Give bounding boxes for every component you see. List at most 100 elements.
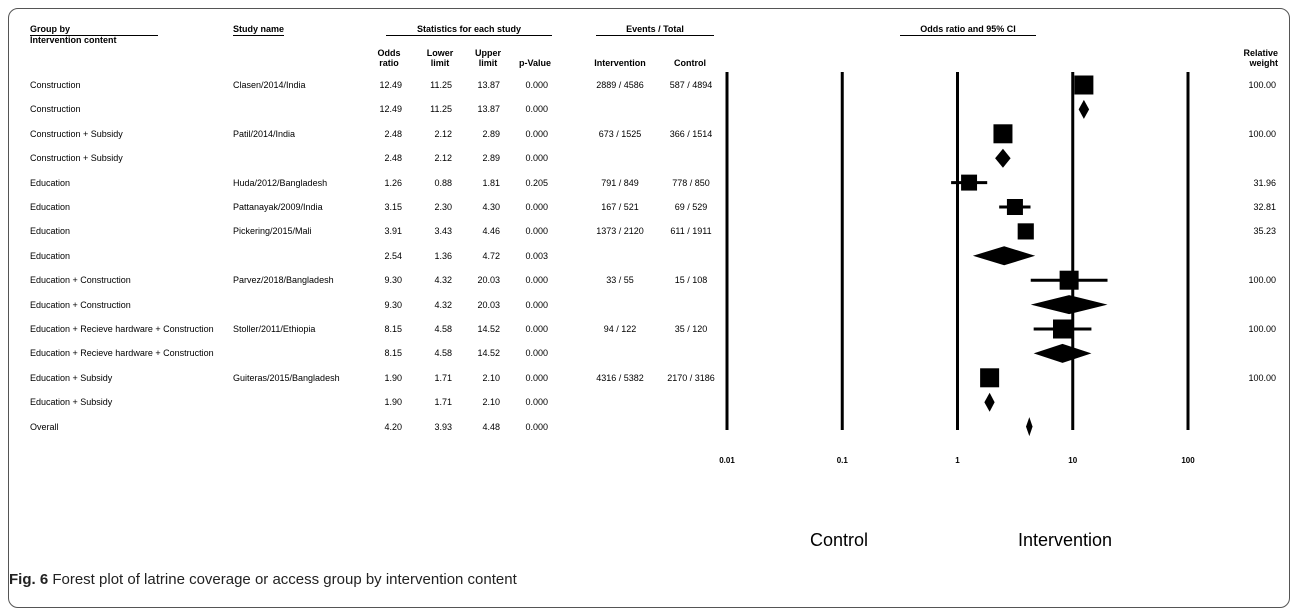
p-value-cell: 0.000 <box>525 299 548 310</box>
upper-limit-cell: 4.72 <box>482 250 500 261</box>
lower-limit-cell: 3.93 <box>434 421 452 432</box>
intervention-cell: 94 / 122 <box>603 324 637 334</box>
weight-cell: 32.81 <box>1253 202 1276 212</box>
summary-diamond <box>984 392 995 412</box>
upper-limit-cell: 1.81 <box>482 177 500 188</box>
group-cell: Overall <box>30 421 59 432</box>
p-value-cell: 0.000 <box>525 226 548 237</box>
study-cell: Patil/2014/India <box>233 128 296 139</box>
odds-ratio-header: Odds ratio <box>377 48 401 68</box>
upper-limit-cell: 4.48 <box>482 421 500 432</box>
p-value-cell: 0.000 <box>525 372 548 383</box>
intervention-header: Intervention <box>594 58 646 68</box>
lower-limit-cell: 0.88 <box>434 177 452 188</box>
summary-diamond <box>995 148 1011 168</box>
study-cell: Stoller/2011/Ethiopia <box>233 324 316 334</box>
intervention-cell: 791 / 849 <box>601 177 639 188</box>
upper-limit-cell: 14.52 <box>477 348 500 359</box>
study-cell: Pattanayak/2009/India <box>233 202 323 212</box>
upper-limit-cell: 2.10 <box>482 397 500 408</box>
weight-cell: 35.23 <box>1253 226 1276 237</box>
odds-ratio-cell: 2.54 <box>384 250 402 261</box>
intervention-cell: 4316 / 5382 <box>596 372 644 383</box>
odds-ratio-cell: 9.30 <box>384 275 402 286</box>
p-value-cell: 0.000 <box>525 80 548 90</box>
study-marker <box>1053 319 1073 339</box>
upper-limit-header: Upper limit <box>474 48 501 68</box>
study-cell: Parvez/2018/Bangladesh <box>233 275 334 286</box>
weight-cell: 100.00 <box>1248 275 1276 286</box>
x-tick-label: 0.1 <box>837 456 849 465</box>
intervention-cell: 167 / 521 <box>601 202 639 212</box>
forest-plot: 0.01 0.1 1 10 100 <box>719 72 1195 465</box>
upper-limit-cell: 4.46 <box>482 226 500 237</box>
odds-ratio-cell: 2.48 <box>384 128 402 139</box>
p-value-cell: 0.003 <box>525 250 548 261</box>
weight-cell: 100.00 <box>1248 372 1276 383</box>
x-tick-label: 1 <box>955 456 960 465</box>
x-tick-label: 10 <box>1068 456 1077 465</box>
lower-limit-header: Lower limit <box>426 48 454 68</box>
direction-label-control: Control <box>810 530 869 550</box>
summary-diamond <box>1030 295 1108 315</box>
p-value-cell: 0.000 <box>525 153 548 164</box>
odds-ratio-cell: 2.48 <box>384 153 402 164</box>
lower-limit-cell: 11.25 <box>430 80 452 90</box>
p-value-header: p-Value <box>518 58 551 68</box>
upper-limit-cell: 13.87 <box>477 104 500 115</box>
weight-cell: 100.00 <box>1248 324 1276 334</box>
control-cell: 366 / 1514 <box>669 128 713 139</box>
p-value-cell: 0.000 <box>525 128 548 139</box>
study-marker <box>1017 223 1034 240</box>
odds-ratio-cell: 12.49 <box>379 104 402 115</box>
study-marker <box>1006 198 1023 216</box>
intervention-cell: 1373 / 2120 <box>596 226 644 237</box>
group-cell: Education <box>30 177 71 188</box>
lower-limit-cell: 2.30 <box>434 202 452 212</box>
odds-ratio-cell: 1.90 <box>384 397 402 408</box>
group-by-header: Group by <box>30 24 158 36</box>
study-cell: Guiteras/2015/Bangladesh <box>233 372 340 383</box>
upper-limit-cell: 20.03 <box>477 275 500 286</box>
weight-cell: 100.00 <box>1248 80 1276 90</box>
intervention-cell: 33 / 55 <box>606 275 634 286</box>
group-cell: Education + Construction <box>30 299 131 310</box>
lower-limit-cell: 11.25 <box>430 104 452 115</box>
p-value-cell: 0.000 <box>525 421 548 432</box>
odds-ratio-cell: 3.15 <box>384 202 402 212</box>
p-value-cell: 0.000 <box>525 324 548 334</box>
x-tick-label: 0.01 <box>719 456 735 465</box>
weight-cell: 100.00 <box>1248 128 1276 139</box>
group-cell: Education + Subsidy <box>30 372 113 383</box>
summary-diamond <box>1026 417 1033 437</box>
study-marker <box>1074 75 1094 95</box>
control-cell: 587 / 4894 <box>669 80 713 90</box>
control-cell: 2170 / 3186 <box>667 372 715 383</box>
upper-limit-cell: 2.89 <box>482 128 500 139</box>
odds-ratio-cell: 1.90 <box>384 372 402 383</box>
group-by-subheader: Intervention content <box>30 35 117 45</box>
upper-limit-cell: 13.87 <box>477 80 500 90</box>
p-value-cell: 0.000 <box>525 397 548 408</box>
figure-caption: Fig. 6 Forest plot of latrine coverage o… <box>9 571 517 588</box>
odds-ratio-cell: 9.30 <box>384 299 402 310</box>
caption-text: Forest plot of latrine coverage or acces… <box>52 571 517 588</box>
group-cell: Construction + Subsidy <box>30 128 123 139</box>
group-cell: Construction <box>30 104 81 115</box>
control-cell: 611 / 1911 <box>670 226 712 237</box>
lower-limit-cell: 2.12 <box>434 153 452 164</box>
stats-header: Statistics for each study <box>386 24 552 36</box>
lower-limit-cell: 4.32 <box>434 299 452 310</box>
weight-cell: 31.96 <box>1253 177 1276 188</box>
odds-ratio-cell: 4.20 <box>384 421 402 432</box>
study-marker <box>1059 270 1079 290</box>
odds-ratio-cell: 3.91 <box>384 226 402 237</box>
group-cell: Construction <box>30 80 81 90</box>
study-marker <box>961 174 978 191</box>
study-marker <box>993 124 1013 144</box>
x-tick-label: 100 <box>1181 456 1195 465</box>
lower-limit-cell: 1.36 <box>434 250 452 261</box>
summary-diamond <box>1033 343 1092 363</box>
lower-limit-cell: 3.43 <box>434 226 452 237</box>
group-cell: Education + Recieve hardware + Construct… <box>30 348 214 359</box>
